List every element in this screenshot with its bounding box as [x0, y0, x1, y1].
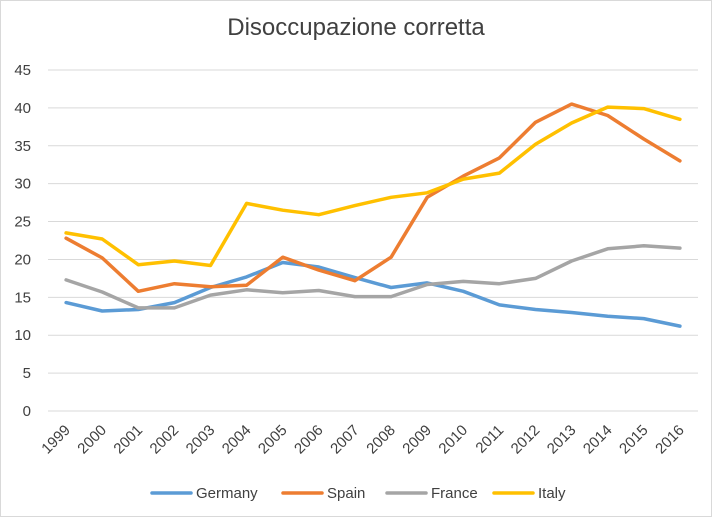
y-tick-label: 35 [14, 138, 31, 155]
legend-label-germany: Germany [196, 485, 258, 502]
y-tick-label: 25 [14, 214, 31, 231]
series-line-germany [64, 260, 682, 328]
x-tick-label: 2010 [435, 422, 471, 458]
x-axis-ticks: 1999 2000 2001 2002 2003 2004 2005 2006 2007 2008… [38, 422, 688, 458]
x-tick-label: 2009 [399, 422, 435, 458]
series-line-spain [64, 102, 682, 294]
x-tick-label: 2003 [183, 422, 219, 458]
x-tick-label: 2013 [544, 422, 580, 458]
x-tick-label: 2000 [74, 422, 110, 458]
x-tick-label: 2011 [472, 422, 507, 457]
chart-title: Disoccupazione corretta [227, 14, 485, 41]
x-tick-label: 2007 [327, 422, 363, 458]
y-tick-label: 10 [14, 327, 31, 344]
x-tick-label: 2015 [616, 422, 652, 458]
y-tick-label: 40 [14, 100, 31, 117]
x-tick-label: 2005 [255, 422, 291, 458]
y-tick-label: 45 [14, 62, 31, 79]
y-tick-label: 5 [23, 365, 31, 382]
legend: Germany Spain France Italy [150, 485, 566, 502]
x-tick-label: 2014 [580, 422, 616, 458]
series-lines [64, 102, 682, 328]
series-line-italy [64, 105, 682, 268]
x-tick-label: 2012 [508, 422, 544, 458]
legend-label-spain: Spain [327, 485, 365, 502]
x-tick-label: 2004 [219, 422, 255, 458]
x-tick-label: 2006 [291, 422, 327, 458]
gridlines [48, 69, 698, 412]
y-tick-label: 30 [14, 176, 31, 193]
x-tick-label: 2008 [363, 422, 399, 458]
x-tick-label: 1999 [38, 422, 74, 458]
y-axis-ticks: 0 5 10 15 20 25 30 35 40 45 [14, 62, 31, 420]
y-tick-label: 15 [14, 289, 31, 306]
x-tick-label: 2002 [147, 422, 183, 458]
x-tick-label: 2001 [110, 422, 146, 458]
x-tick-label: 2016 [652, 422, 688, 458]
legend-label-italy: Italy [538, 485, 566, 502]
y-tick-label: 20 [14, 251, 31, 268]
series-line-france [64, 244, 682, 310]
legend-label-france: France [431, 485, 478, 502]
y-tick-label: 0 [23, 403, 31, 420]
